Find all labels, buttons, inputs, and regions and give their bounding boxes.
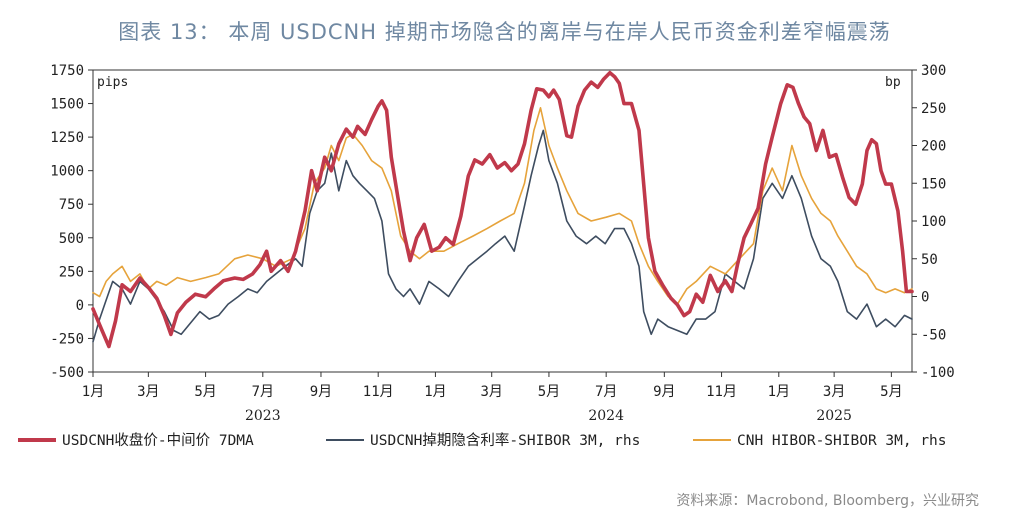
legend-label-2: USDCNH掉期隐含利率-SHIBOR 3M, rhs — [370, 432, 640, 449]
left-tick-label: 750 — [59, 197, 84, 213]
right-axis-unit: bp — [885, 75, 901, 90]
right-tick-label: -100 — [921, 365, 955, 381]
x-tick-label: 9月 — [310, 384, 332, 400]
chart-lines — [91, 70, 914, 349]
left-tick-label: 0 — [76, 298, 84, 314]
chart-axes: 17501500125010007505002500-250-500300250… — [50, 63, 954, 424]
series-line-3 — [92, 107, 913, 305]
x-tick-label: 11月 — [363, 384, 394, 400]
x-tick-label: 5月 — [880, 384, 902, 400]
left-tick-label: 1750 — [50, 63, 84, 79]
x-tick-label: 11月 — [706, 384, 737, 400]
left-axis-unit: pips — [97, 75, 128, 90]
right-tick-label: 100 — [921, 214, 946, 230]
legend-label-1: USDCNH收盘价-中间价 7DMA — [62, 431, 254, 449]
right-tick-label: 250 — [921, 101, 946, 117]
left-tick-label: 250 — [59, 264, 84, 280]
right-tick-label: 150 — [921, 176, 946, 192]
x-tick-label: 5月 — [194, 384, 216, 400]
x-tick-label: 7月 — [595, 384, 617, 400]
x-tick-label: 9月 — [653, 384, 675, 400]
right-tick-label: 0 — [921, 290, 929, 306]
x-tick-label: 3月 — [137, 384, 159, 400]
left-tick-label: -500 — [50, 365, 84, 381]
right-tick-label: 200 — [921, 139, 946, 155]
legend-label-3: CNH HIBOR-SHIBOR 3M, rhs — [737, 433, 947, 449]
series-line-1 — [91, 70, 914, 349]
x-year-label: 2025 — [816, 408, 852, 424]
source-note: 资料来源：Macrobond, Bloomberg，兴业研究 — [676, 493, 979, 509]
legend: USDCNH收盘价-中间价 7DMA USDCNH掉期隐含利率-SHIBOR 3M… — [18, 431, 947, 449]
x-tick-label: 1月 — [424, 384, 446, 400]
left-tick-label: 1250 — [50, 130, 84, 146]
left-tick-label: -250 — [50, 331, 84, 347]
left-tick-label: 1500 — [50, 97, 84, 113]
line-chart: 17501500125010007505002500-250-500300250… — [18, 63, 955, 449]
right-tick-label: 50 — [921, 252, 938, 268]
page-title: 图表 13： 本周 USDCNH 掉期市场隐含的离岸与在岸人民币资金利差窄幅震荡 — [118, 20, 891, 44]
x-tick-label: 3月 — [480, 384, 502, 400]
series-line-2 — [92, 129, 913, 343]
x-tick-label: 1月 — [82, 384, 104, 400]
x-tick-label: 3月 — [823, 384, 845, 400]
x-tick-label: 5月 — [538, 384, 560, 400]
left-tick-label: 500 — [59, 231, 84, 247]
x-year-label: 2023 — [245, 408, 281, 424]
left-tick-label: 1000 — [50, 164, 84, 180]
right-tick-label: -50 — [921, 327, 946, 343]
right-tick-label: 300 — [921, 63, 946, 79]
x-tick-label: 1月 — [768, 384, 790, 400]
x-tick-label: 7月 — [252, 384, 274, 400]
x-year-label: 2024 — [588, 408, 624, 424]
